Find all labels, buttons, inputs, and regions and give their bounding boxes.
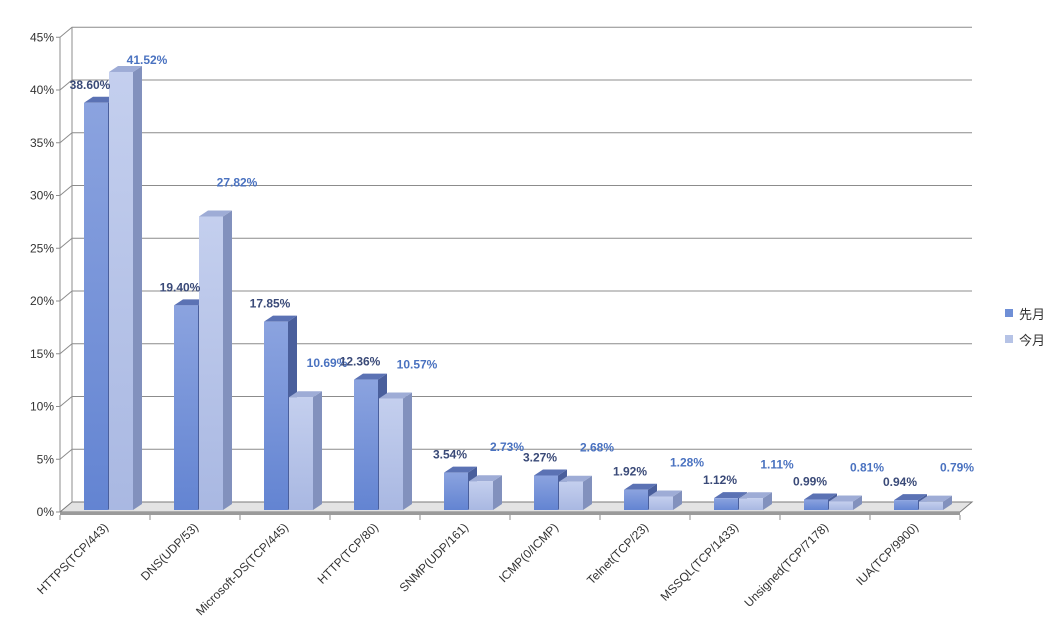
y-tick-label: 5% — [37, 452, 55, 466]
y-tick-label: 0% — [37, 505, 55, 519]
data-label: 27.82% — [217, 175, 258, 189]
gridline — [59, 79, 972, 91]
legend-label-series-1: 先月 — [1019, 307, 1046, 323]
gridline — [59, 237, 972, 249]
legend-item-series-1: 先月 — [1005, 300, 1045, 326]
bar — [199, 210, 232, 510]
y-tick-label: 40% — [30, 83, 54, 97]
gridline — [59, 185, 972, 196]
y-tick-label: 15% — [30, 347, 54, 361]
data-label: 2.73% — [490, 440, 524, 454]
x-tick-label: MSSQL(TCP/1433) — [658, 520, 741, 603]
x-tick-label: IUA(TCP/9900) — [853, 520, 921, 588]
y-tick-label: 20% — [30, 294, 54, 308]
bar — [829, 495, 862, 510]
bar — [739, 492, 772, 510]
bar — [649, 490, 682, 510]
legend-label-series-2: 今月 — [1019, 333, 1046, 349]
x-tick-label: Telnet(TCP/23) — [584, 520, 651, 587]
data-label: 3.54% — [433, 448, 467, 462]
legend-item-series-2: 今月 — [1005, 326, 1045, 352]
data-label: 1.11% — [760, 457, 794, 471]
x-tick-label: HTTPS(TCP/443) — [34, 520, 111, 597]
data-label: 0.99% — [793, 475, 827, 489]
data-label: 1.12% — [703, 473, 737, 487]
data-label: 12.36% — [340, 355, 381, 369]
legend-swatch-series-1 — [1005, 309, 1013, 317]
bar — [289, 391, 322, 510]
bar — [109, 65, 142, 511]
data-labels: 38.60% 41.52% 19.40% 27.82% 17.85% 10.69%12.3… — [70, 53, 975, 489]
y-tick-label: 30% — [30, 189, 54, 203]
x-tick-label: HTTP(TCP/80) — [315, 520, 381, 586]
x-tick-label: ICMP(0/ICMP) — [496, 520, 561, 585]
floor-front — [60, 512, 960, 515]
y-tick-label: 10% — [30, 400, 54, 414]
bars — [84, 65, 952, 511]
legend-swatch-series-2 — [1005, 335, 1013, 343]
data-label: 1.92% — [613, 465, 647, 479]
data-label: 10.57% — [397, 357, 438, 371]
data-label: 0.94% — [883, 475, 917, 489]
x-tick-label: DNS(UDP/53) — [138, 520, 201, 583]
data-label: 1.28% — [670, 455, 704, 469]
x-tick-label: SNMP(UDP/161) — [397, 520, 472, 595]
y-tick-label: 45% — [30, 30, 54, 44]
x-tick-label: Unsigned(TCP/7178) — [742, 520, 832, 610]
x-axis: HTTPS(TCP/443) DNS(UDP/53)Microsoft-DS(TC… — [34, 515, 961, 618]
gridline — [59, 26, 972, 38]
data-label: 38.60% — [70, 78, 111, 92]
data-label: 41.52% — [127, 53, 168, 67]
data-label: 0.81% — [850, 460, 884, 474]
bar — [379, 392, 412, 510]
bar — [469, 475, 502, 510]
y-axis: 0% 5% 10% 15% 20% 25% 30% 35% 40% 45% — [30, 27, 73, 519]
x-tick-label: Microsoft-DS(TCP/445) — [193, 520, 291, 618]
gridline — [59, 132, 972, 144]
y-tick-label: 25% — [30, 241, 54, 255]
data-label: 2.68% — [580, 441, 614, 455]
bar — [559, 475, 592, 510]
y-tick-label: 35% — [30, 136, 54, 150]
legend: 先月 今月 — [1005, 300, 1045, 352]
bar — [919, 495, 952, 510]
data-label: 19.40% — [160, 280, 201, 294]
data-label: 3.27% — [523, 451, 557, 465]
data-label: 10.69% — [307, 356, 348, 370]
data-label: 0.79% — [940, 461, 974, 475]
data-label: 17.85% — [250, 297, 291, 311]
